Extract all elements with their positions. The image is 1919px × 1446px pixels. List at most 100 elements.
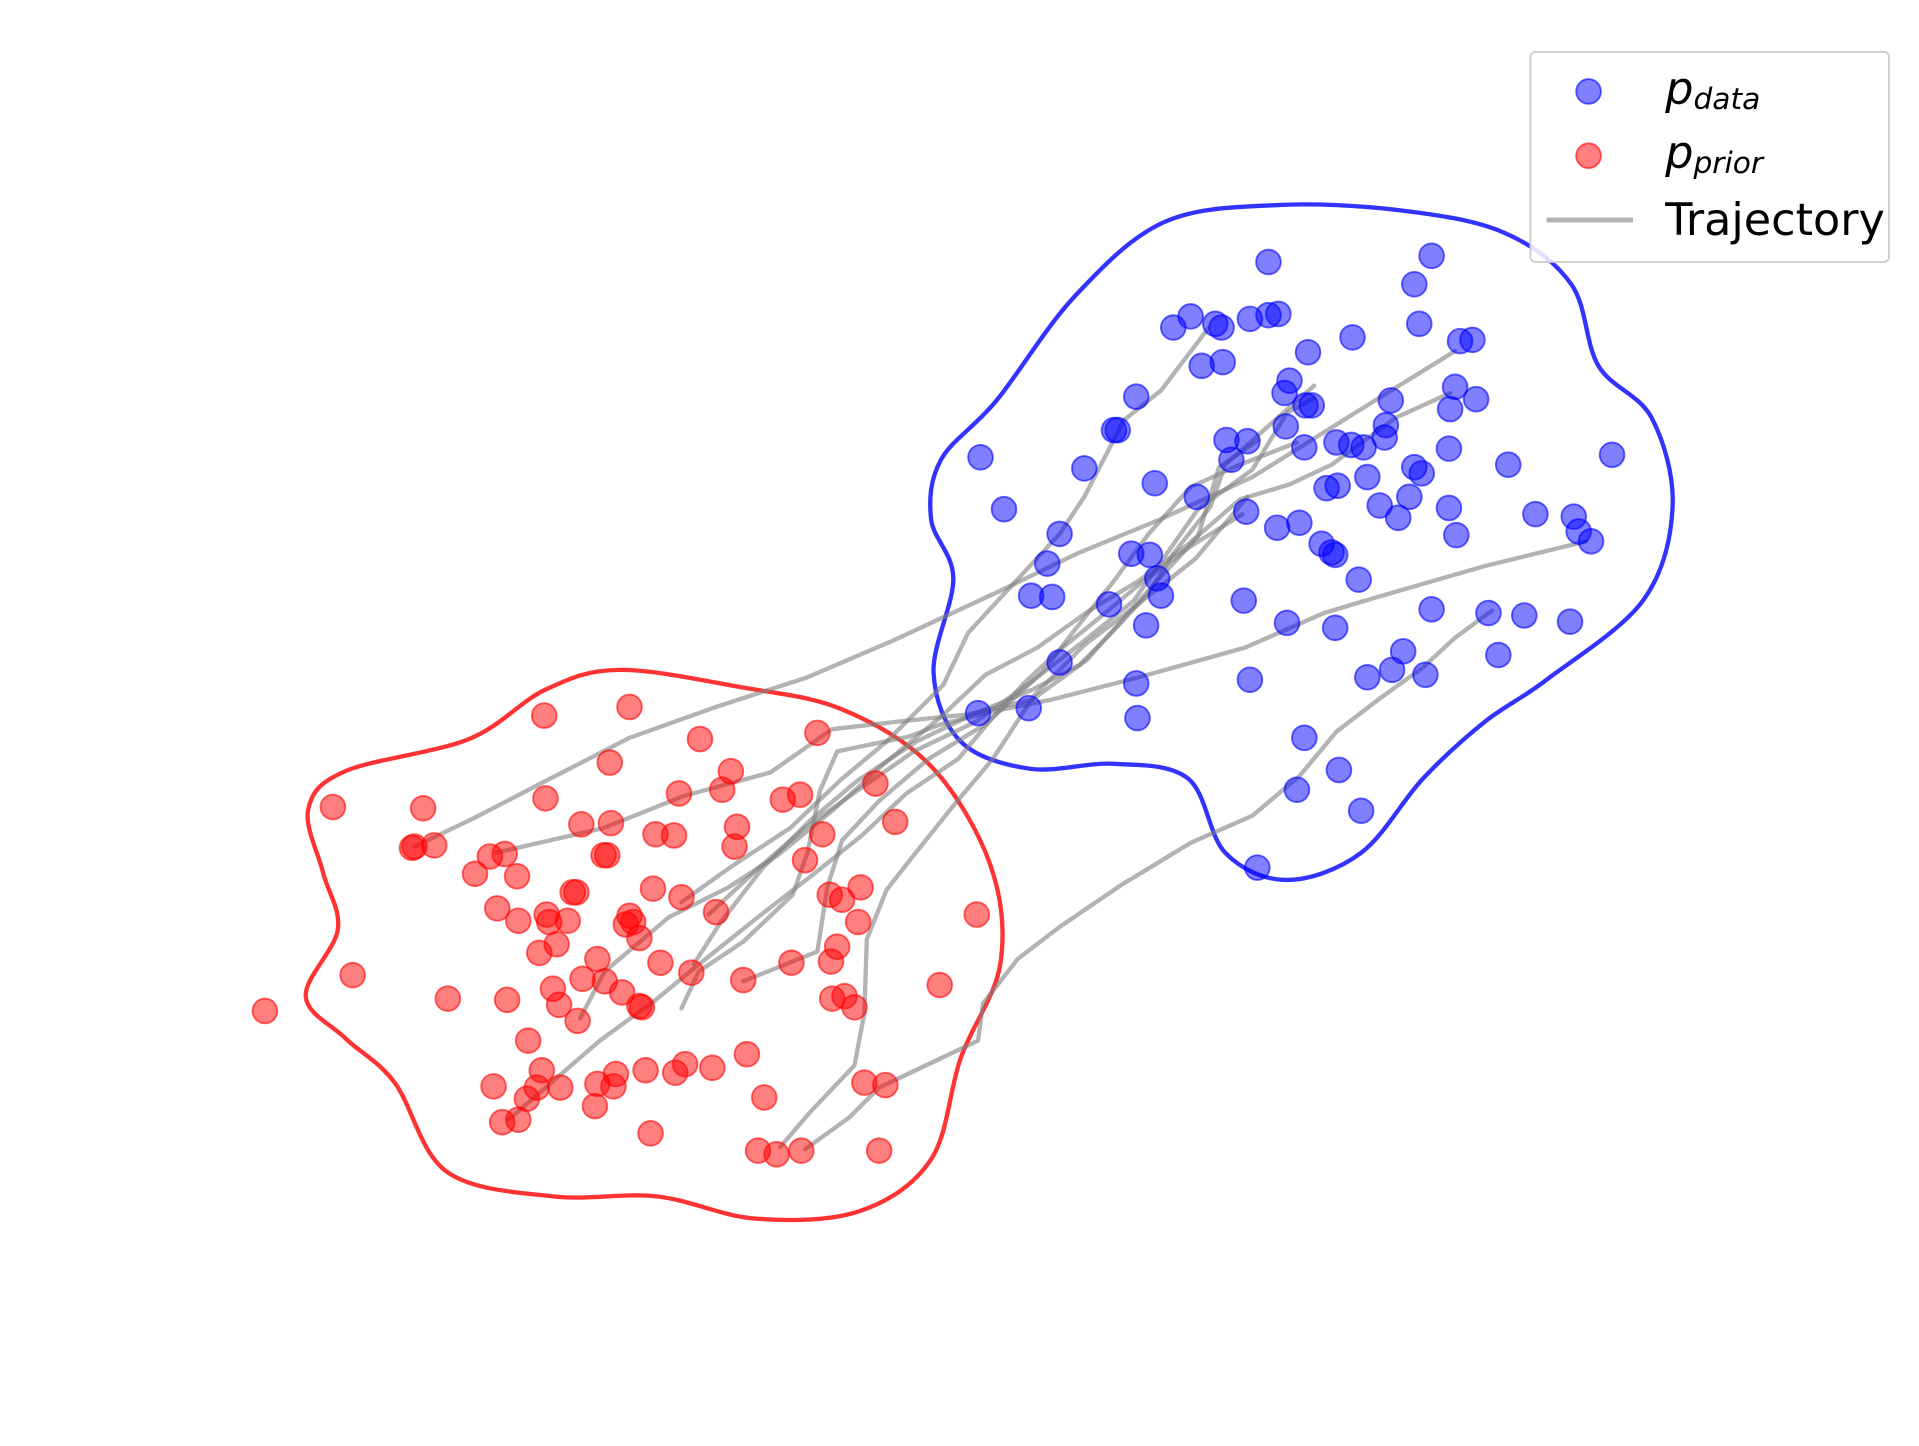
point-data-85	[1485, 641, 1512, 669]
point-prior-18	[568, 811, 595, 838]
legend-label-prior-subscript: prior	[1692, 145, 1764, 180]
point-data-79	[1273, 609, 1301, 637]
scatter-points	[251, 242, 1626, 1168]
point-data-100	[1244, 854, 1271, 881]
point-data-95	[964, 699, 992, 727]
point-data-61	[1443, 521, 1470, 549]
point-data-87	[1378, 656, 1406, 684]
point-data-46	[1408, 460, 1436, 487]
point-data-24	[1377, 387, 1405, 414]
point-data-38	[1372, 411, 1400, 439]
contour-data	[928, 202, 1675, 883]
point-prior-36	[668, 883, 695, 911]
point-prior-14	[862, 770, 889, 797]
point-prior-31	[461, 860, 489, 888]
point-prior-19	[597, 809, 625, 837]
point-data-39	[1435, 435, 1463, 462]
point-prior-62	[339, 961, 366, 989]
point-data-90	[1236, 666, 1264, 694]
legend-label-prior: pprior	[1664, 128, 1765, 180]
point-prior-77	[514, 1027, 542, 1054]
trajectory-line-9	[741, 440, 1300, 984]
point-prior-75	[926, 971, 954, 999]
point-data-63	[1033, 550, 1061, 577]
point-data-51	[1183, 483, 1211, 511]
point-prior-51	[963, 901, 991, 928]
point-prior-9	[532, 785, 559, 812]
trajectory-line-6	[679, 539, 1589, 1011]
point-data-28	[1104, 416, 1131, 444]
point-prior-66	[545, 991, 573, 1019]
legend-label-prior-symbol: p	[1664, 128, 1693, 179]
point-data-50	[990, 495, 1018, 523]
point-data-30	[1234, 427, 1261, 455]
point-prior-7	[319, 793, 347, 821]
trajectory-line-5	[577, 390, 1453, 1021]
point-prior-34	[563, 879, 590, 906]
point-prior-61	[823, 933, 851, 960]
point-data-91	[1046, 649, 1073, 676]
legend-label-data-symbol: p	[1664, 64, 1693, 115]
point-data-98	[1283, 776, 1311, 804]
point-prior-100	[788, 1137, 815, 1164]
legend: pdata pprior Trajectory	[1529, 50, 1890, 263]
point-data-19	[1271, 379, 1298, 407]
point-prior-27	[491, 840, 518, 868]
point-prior-85	[600, 1073, 627, 1100]
point-data-48	[1324, 472, 1351, 499]
legend-frame	[1529, 50, 1890, 263]
point-data-78	[1230, 587, 1258, 614]
point-data-10	[1265, 300, 1292, 328]
point-data-62	[1046, 520, 1073, 548]
point-prior-94	[581, 1092, 609, 1120]
point-data-94	[1015, 694, 1042, 722]
point-prior-16	[420, 832, 448, 859]
point-data-49	[1354, 463, 1381, 491]
point-prior-63	[434, 985, 462, 1012]
point-data-69	[1286, 509, 1313, 537]
point-prior-43	[504, 907, 532, 935]
point-prior-74	[841, 993, 868, 1021]
point-data-5	[1160, 314, 1187, 341]
point-prior-56	[647, 949, 674, 977]
point-data-7	[1208, 314, 1235, 341]
point-data-21	[1298, 392, 1326, 419]
trajectory-line-1	[412, 348, 1458, 849]
point-prior-53	[526, 939, 553, 967]
point-data-68	[1263, 514, 1291, 542]
point-prior-24	[809, 820, 836, 848]
point-prior-21	[660, 822, 688, 849]
point-prior-64	[493, 986, 521, 1014]
point-prior-88	[671, 1050, 699, 1078]
point-prior-3	[686, 725, 714, 753]
point-data-67	[1147, 582, 1175, 609]
point-prior-57	[678, 959, 705, 986]
point-data-72	[1321, 541, 1349, 569]
point-prior-4	[804, 719, 831, 747]
legend-label-trajectory: Trajectory	[1664, 195, 1885, 246]
point-data-83	[1511, 602, 1538, 629]
point-prior-44	[554, 907, 582, 935]
point-data-55	[1396, 483, 1423, 511]
point-prior-30	[791, 846, 819, 874]
point-data-12	[1405, 310, 1433, 338]
point-data-89	[1412, 661, 1439, 689]
point-prior-101	[865, 1137, 893, 1164]
point-prior-32	[503, 862, 531, 890]
trajectory-line-10	[778, 494, 1250, 1150]
point-data-92	[1122, 670, 1150, 697]
point-data-40	[1494, 451, 1522, 478]
point-prior-29	[593, 841, 621, 869]
point-prior-81	[523, 1074, 551, 1101]
point-data-16	[1209, 348, 1237, 376]
point-data-76	[1095, 591, 1123, 618]
point-data-52	[1232, 498, 1260, 525]
point-data-75	[1038, 583, 1066, 611]
point-prior-97	[637, 1120, 664, 1147]
point-data-60	[1577, 528, 1605, 555]
point-prior-93	[750, 1084, 778, 1111]
point-data-14	[1459, 326, 1486, 354]
point-data-43	[1071, 455, 1098, 482]
point-prior-1	[530, 702, 558, 729]
